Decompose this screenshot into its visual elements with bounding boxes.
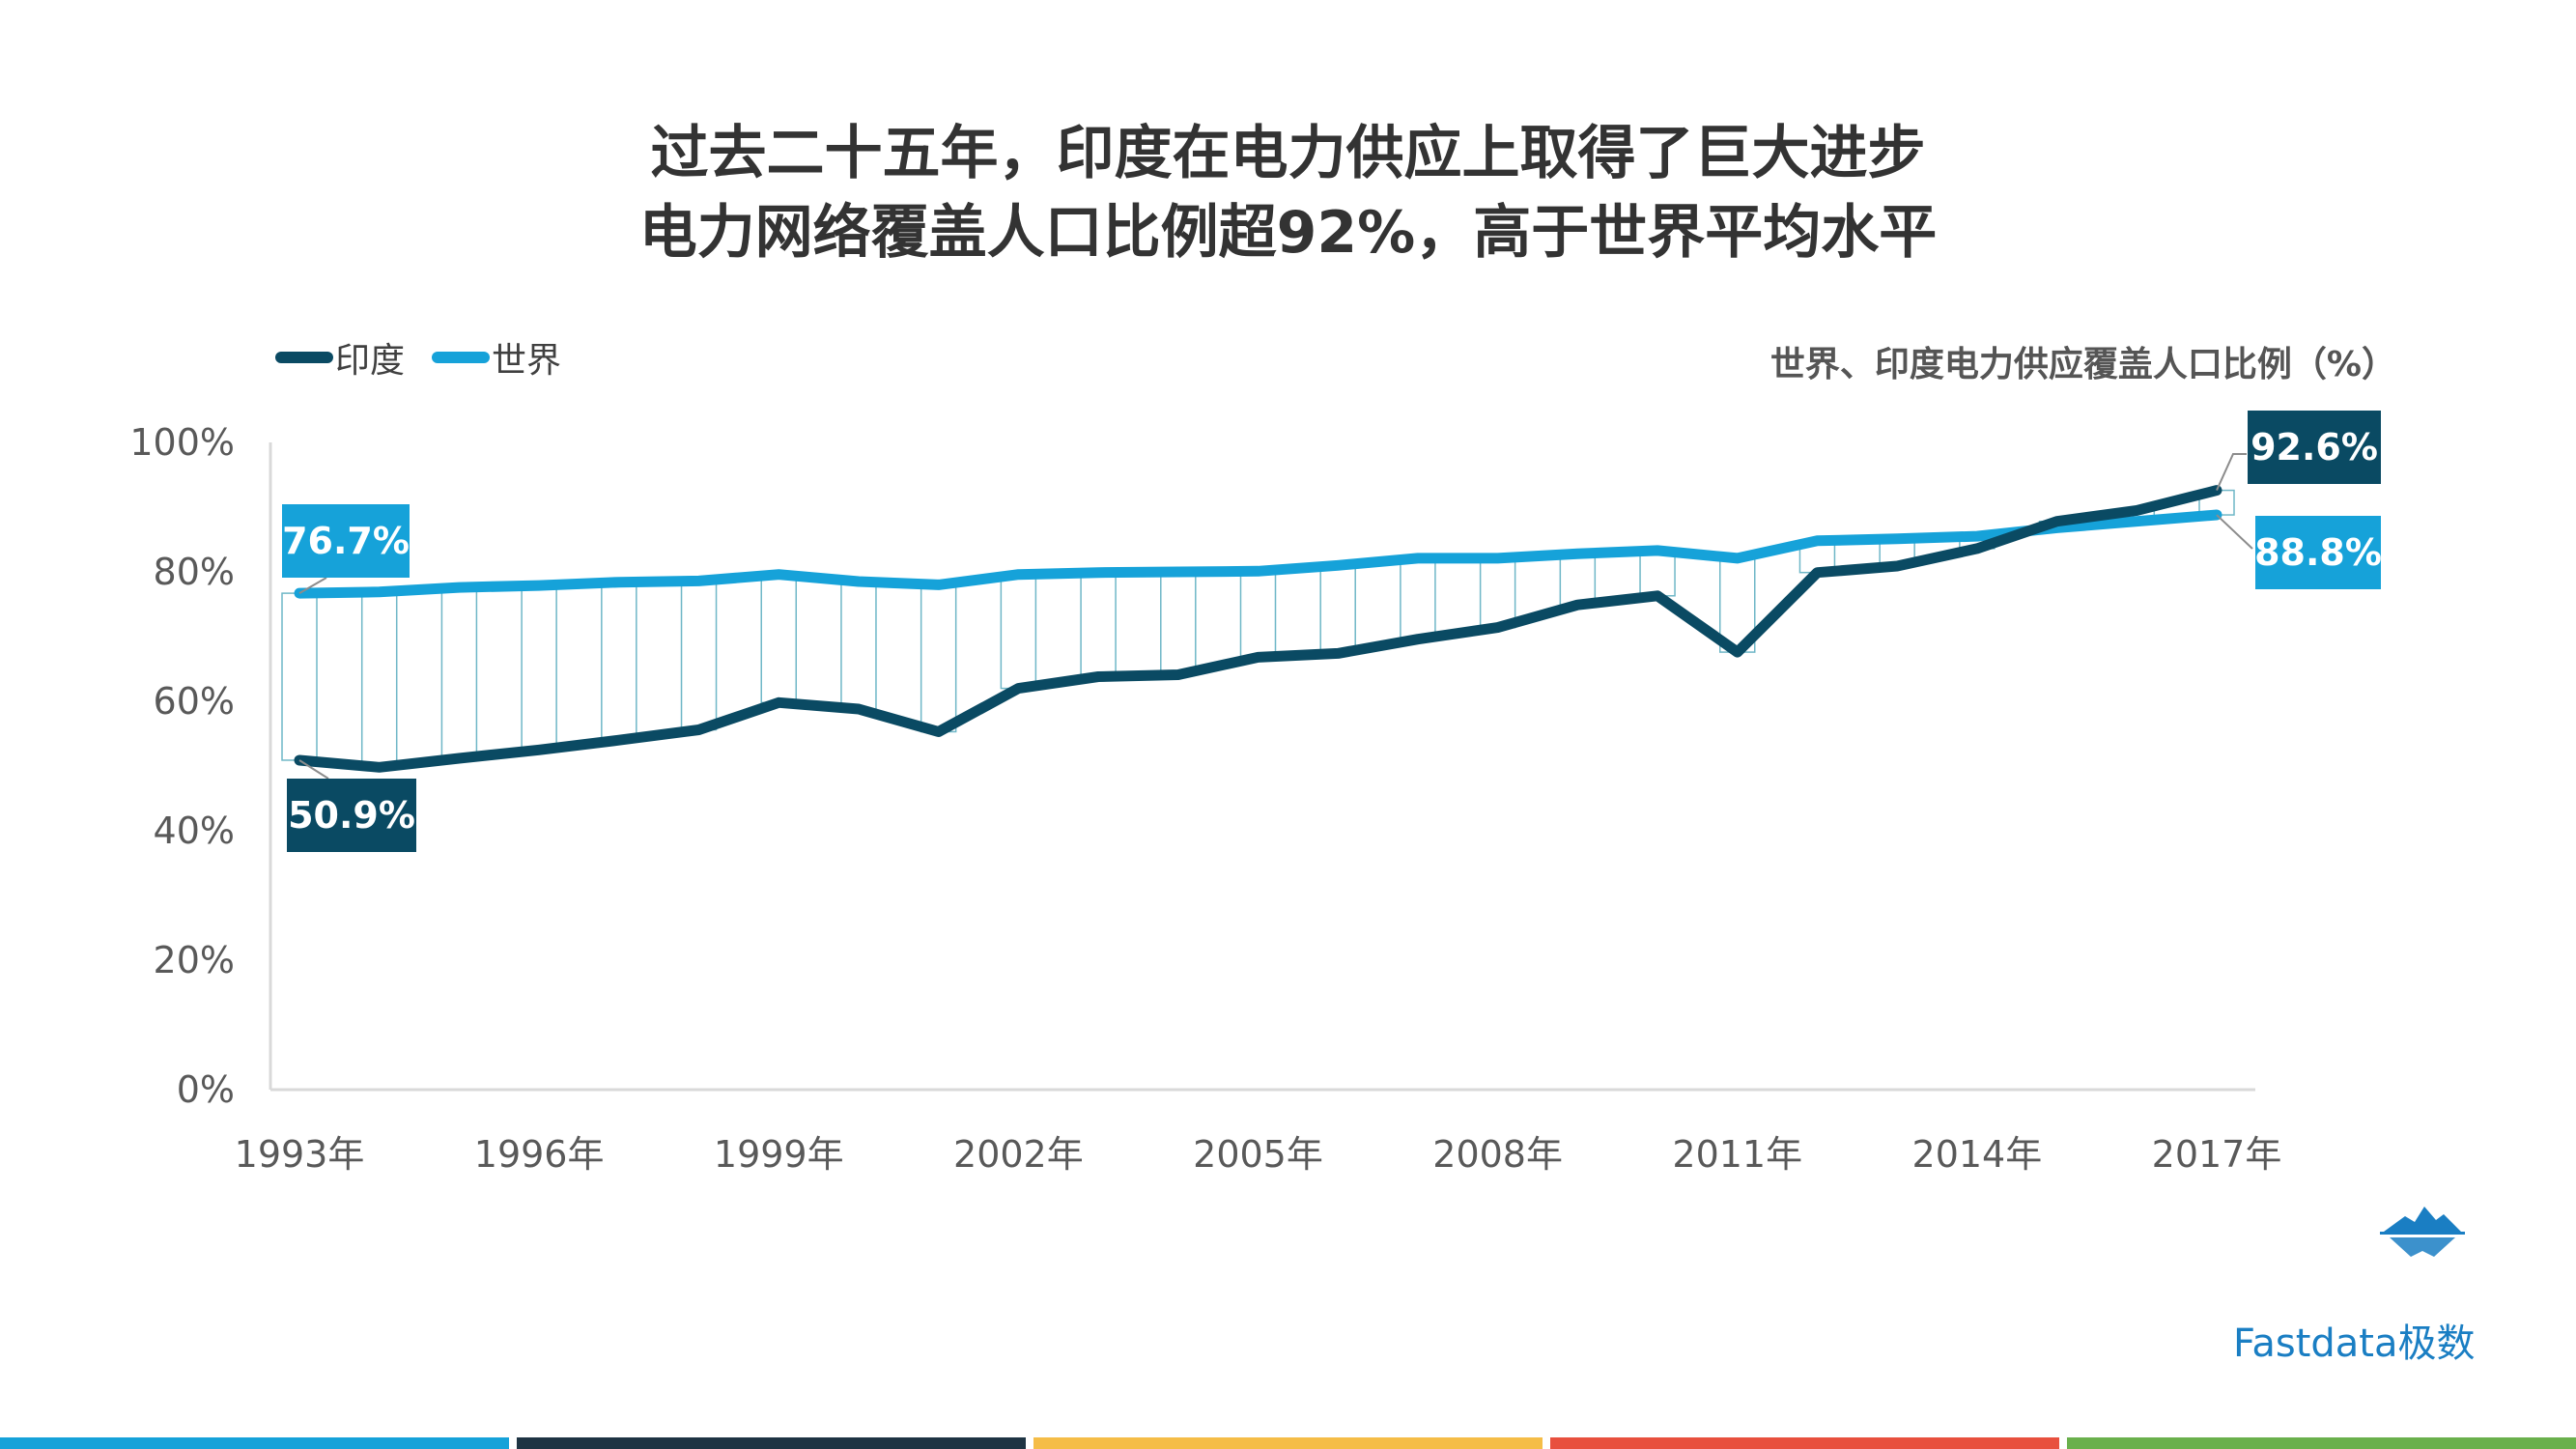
chart-title: 过去二十五年，印度在电力供应上取得了巨大进步 电力网络覆盖人口比例超92%，高于… [0, 114, 2576, 272]
iceberg-logo-icon [2380, 1207, 2465, 1257]
gap-bar [760, 573, 797, 704]
data-label-india-first-leader [298, 759, 329, 780]
gap-bar [1319, 564, 1356, 655]
bottom-bar-segment [1550, 1437, 2059, 1449]
gap-bar [1000, 573, 1037, 690]
title-line-1: 过去二十五年，印度在电力供应上取得了巨大进步 [650, 120, 1926, 187]
y-tick-label: 40% [154, 810, 235, 852]
x-tick-label: 2002年 [953, 1133, 1084, 1176]
x-tick-label: 2005年 [1193, 1133, 1323, 1176]
legend-swatch-india [275, 352, 333, 363]
legend-item-world: 世界 [432, 332, 561, 383]
gap-bar [1400, 557, 1436, 640]
gap-bar [281, 592, 318, 761]
bottom-bar-segment [2067, 1437, 2576, 1449]
bottom-bar-segment [0, 1437, 509, 1449]
y-tick-label: 0% [177, 1068, 235, 1111]
legend-item-india: 印度 [275, 332, 405, 383]
gap-bar [920, 583, 957, 733]
world-series-line [294, 509, 2222, 599]
gap-bar [1160, 571, 1197, 676]
x-tick-label: 1993年 [235, 1133, 365, 1176]
data-label-india-first-box [287, 779, 416, 852]
x-tick-label: 2014年 [1912, 1133, 2043, 1176]
gap-bar [1239, 570, 1277, 659]
x-tick-label: 2017年 [2152, 1133, 2282, 1176]
gap-bar [1639, 550, 1676, 597]
data-label-world-first: 76.7% [282, 520, 410, 562]
data-label-world-last-leader [2216, 514, 2253, 550]
chart-subtitle: 世界、印度电力供应覆盖人口比例（%） [1769, 345, 2396, 384]
x-tick-label: 1999年 [714, 1133, 844, 1176]
gap-bar [1080, 571, 1117, 678]
india-series-line [294, 485, 2222, 773]
bottom-color-bar [0, 1437, 2576, 1449]
gap-bar [680, 580, 718, 731]
data-label-india-last-box [2248, 411, 2381, 484]
gap-bar [521, 584, 557, 751]
data-label-india-first: 50.9% [288, 794, 415, 837]
data-label-world-last-box [2255, 516, 2381, 589]
legend-label-world: 世界 [492, 341, 562, 381]
data-label-world-first-leader [298, 577, 327, 594]
y-tick-label: 100% [129, 421, 235, 464]
gap-bar [840, 581, 877, 710]
x-tick-label: 1996年 [474, 1133, 605, 1176]
x-tick-label: 2011年 [1672, 1133, 1802, 1176]
y-tick-label: 20% [154, 939, 235, 981]
data-label-india-last: 92.6% [2250, 426, 2378, 469]
y-tick-label: 80% [154, 551, 235, 593]
line-chart: 0% 20% 40% 60% 80% 100% 1993年 1996年 1999年 2002年 20… [129, 411, 2382, 1176]
gap-bar [601, 581, 637, 741]
data-label-india-last-leader [2216, 453, 2247, 491]
bottom-bar-segment [1033, 1437, 1543, 1449]
data-label-world-first-box [282, 504, 410, 578]
gap-bar [440, 586, 478, 759]
legend-label-india: 印度 [335, 341, 406, 381]
legend-swatch-world [432, 352, 491, 363]
gap-bar [1479, 557, 1516, 629]
legend: 印度 世界 [275, 336, 588, 381]
title-line-2: 电力网络覆盖人口比例超92%，高于世界平均水平 [638, 199, 1938, 267]
y-tick-label: 60% [154, 680, 235, 723]
bottom-bar-segment [517, 1437, 1026, 1449]
gap-bar [360, 591, 398, 769]
gap-bar [1559, 553, 1597, 606]
x-tick-label: 2008年 [1432, 1133, 1563, 1176]
logo-text: Fastdata极数 [2233, 1321, 2476, 1366]
data-label-world-last: 88.8% [2254, 531, 2382, 574]
